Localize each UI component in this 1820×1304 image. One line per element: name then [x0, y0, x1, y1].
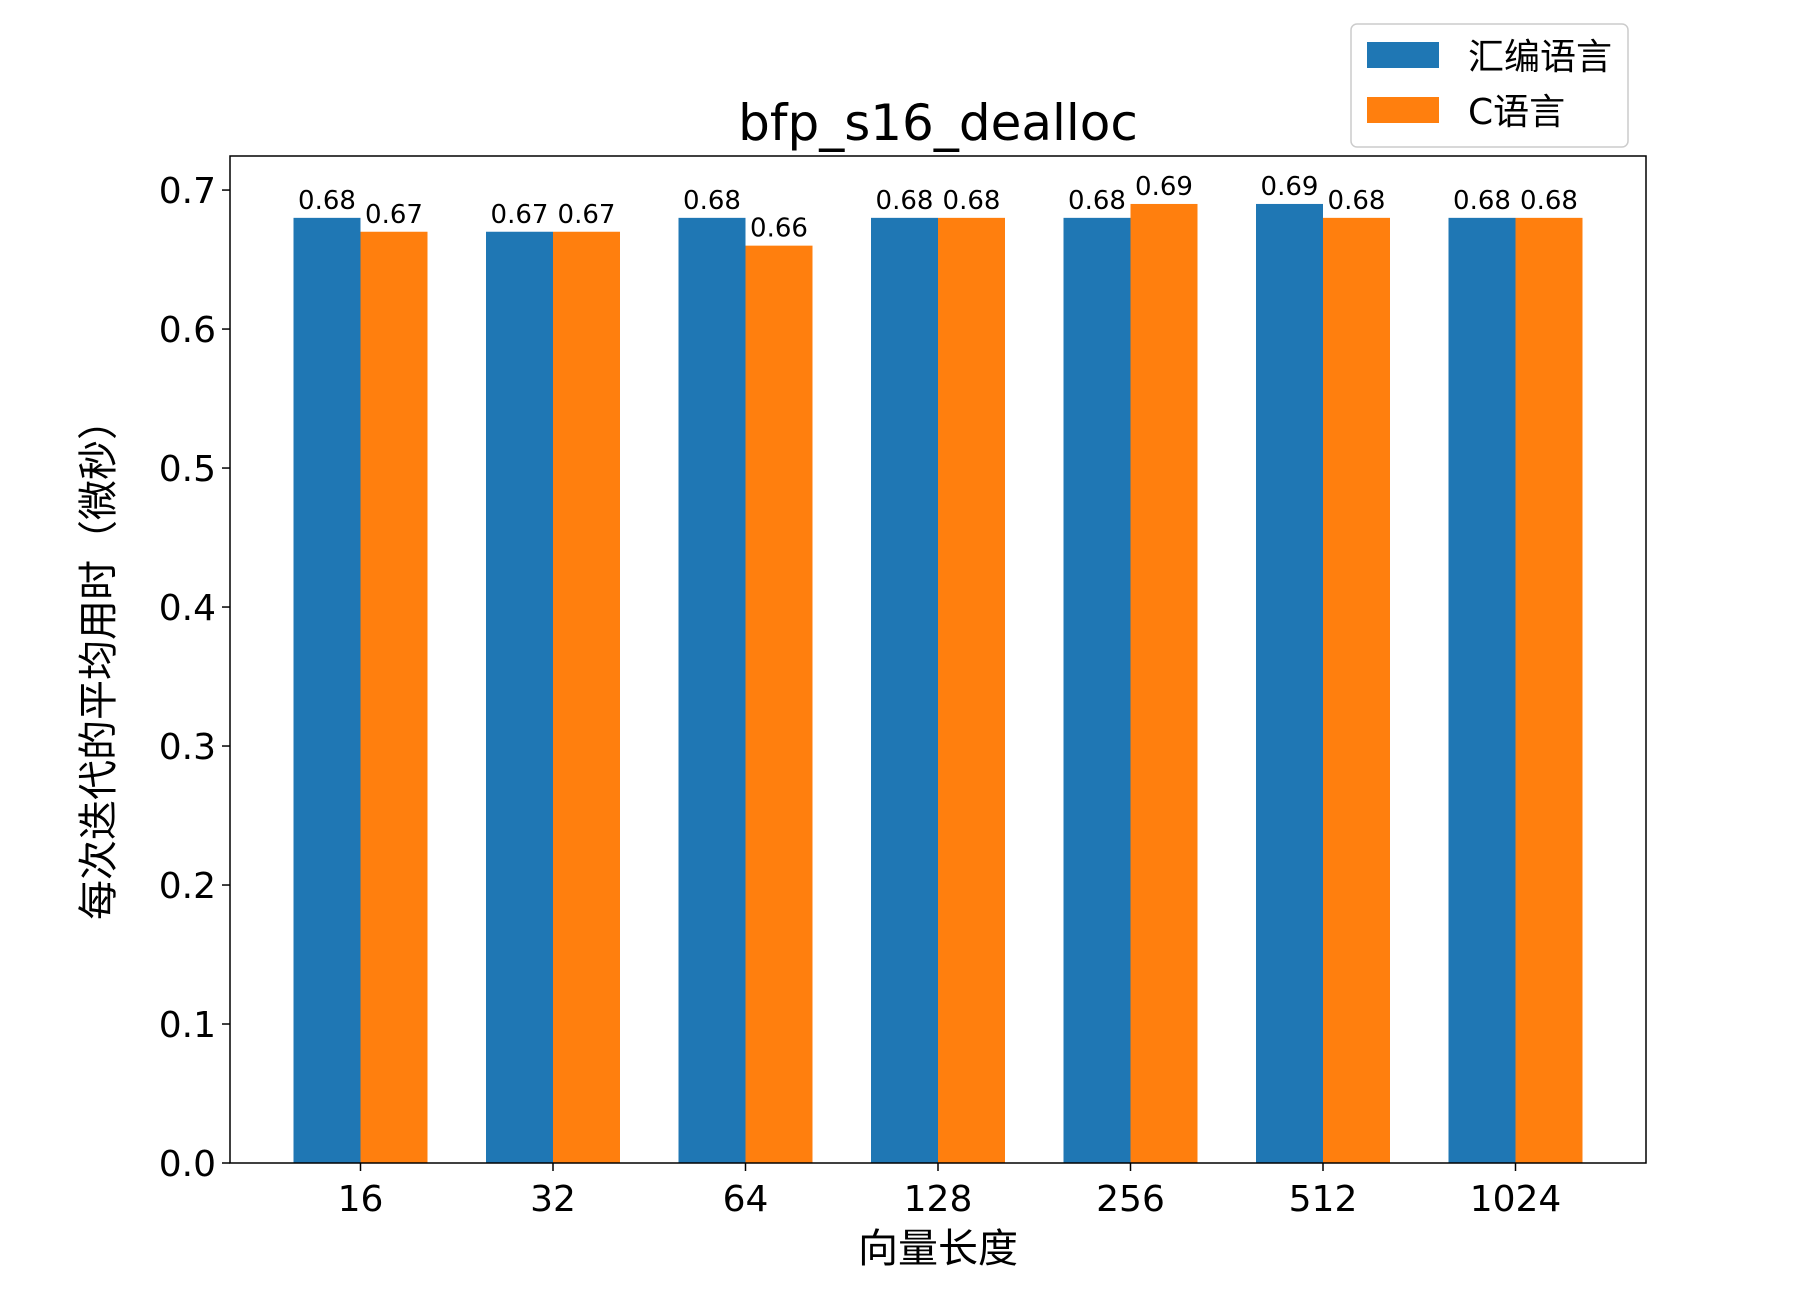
- x-tick-label: 32: [530, 1179, 576, 1220]
- x-tick-label: 512: [1289, 1179, 1358, 1220]
- data-label: 0.68: [1453, 186, 1511, 216]
- data-label: 0.66: [750, 214, 808, 244]
- x-tick-label: 64: [723, 1179, 769, 1220]
- bar-64-series-1: [745, 245, 813, 1164]
- bar-64-series-0: [678, 217, 746, 1163]
- data-label: 0.68: [1068, 186, 1126, 216]
- x-tick-label: 1024: [1470, 1179, 1562, 1220]
- data-label: 0.68: [943, 186, 1001, 216]
- legend-label: 汇编语言: [1468, 37, 1612, 78]
- data-label: 0.68: [1520, 186, 1578, 216]
- bar-16-series-1: [360, 231, 428, 1164]
- bar-32-series-0: [486, 231, 553, 1164]
- y-tick-label: 0.7: [159, 171, 216, 212]
- data-label: 0.69: [1261, 172, 1319, 202]
- bar-1024-series-1: [1515, 217, 1583, 1163]
- data-label: 0.67: [491, 200, 549, 230]
- bar-32-series-1: [553, 231, 620, 1164]
- legend-swatch: [1367, 97, 1439, 123]
- data-label: 0.68: [683, 186, 741, 216]
- x-tick-label: 128: [904, 1179, 973, 1220]
- data-label: 0.67: [558, 200, 616, 230]
- y-tick-label: 0.3: [159, 727, 216, 768]
- bar-128-series-0: [871, 217, 938, 1163]
- x-axis-label: 向量长度: [858, 1226, 1018, 1272]
- y-tick-label: 0.6: [159, 310, 216, 351]
- data-label: 0.69: [1135, 172, 1193, 202]
- data-label: 0.68: [1328, 186, 1386, 216]
- y-tick-label: 0.4: [159, 588, 216, 629]
- y-axis-label: 每次迭代的平均用时（微秒）: [76, 400, 122, 920]
- x-tick-label: 256: [1096, 1179, 1165, 1220]
- data-label: 0.68: [298, 186, 356, 216]
- y-tick-label: 0.1: [159, 1005, 216, 1046]
- chart-title: bfp_s16_dealloc: [738, 94, 1138, 152]
- bar-16-series-0: [293, 217, 361, 1163]
- y-tick-label: 0.0: [159, 1144, 216, 1185]
- data-label: 0.68: [876, 186, 934, 216]
- data-label: 0.67: [365, 200, 423, 230]
- bar-1024-series-0: [1448, 217, 1516, 1163]
- legend: 汇编语言 C语言: [1350, 23, 1629, 148]
- legend-label: C语言: [1468, 92, 1565, 133]
- x-tick-label: 16: [338, 1179, 384, 1220]
- bar-128-series-1: [938, 217, 1005, 1163]
- bar-256-series-0: [1063, 217, 1131, 1163]
- bar-512-series-1: [1323, 217, 1390, 1163]
- y-tick-label: 0.5: [159, 449, 216, 490]
- bar-256-series-1: [1130, 203, 1198, 1163]
- bar-512-series-0: [1256, 203, 1323, 1163]
- legend-swatch: [1367, 42, 1439, 68]
- y-tick-label: 0.2: [159, 866, 216, 907]
